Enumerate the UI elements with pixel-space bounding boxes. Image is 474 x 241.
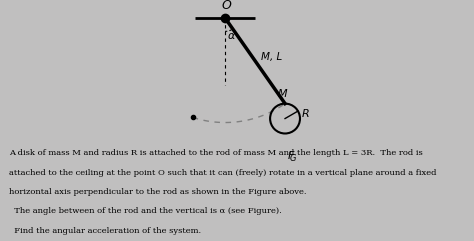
Text: M, L: M, L: [261, 52, 282, 61]
Text: O: O: [222, 0, 231, 12]
Text: F: F: [287, 151, 294, 161]
Text: horizontal axis perpendicular to the rod as shown in the Figure above.: horizontal axis perpendicular to the rod…: [9, 188, 307, 196]
Text: A disk of mass M and radius R is attached to the rod of mass M and the length L : A disk of mass M and radius R is attache…: [9, 149, 423, 157]
Text: α: α: [228, 32, 235, 41]
Text: G: G: [290, 154, 296, 163]
Text: R: R: [301, 109, 309, 119]
Text: M: M: [277, 89, 287, 99]
Text: The angle between of the rod and the vertical is α (see Figure).: The angle between of the rod and the ver…: [9, 207, 282, 215]
Text: Find the angular acceleration of the system.: Find the angular acceleration of the sys…: [9, 227, 201, 234]
Text: attached to the ceiling at the point O such that it can (freely) rotate in a ver: attached to the ceiling at the point O s…: [9, 169, 437, 177]
